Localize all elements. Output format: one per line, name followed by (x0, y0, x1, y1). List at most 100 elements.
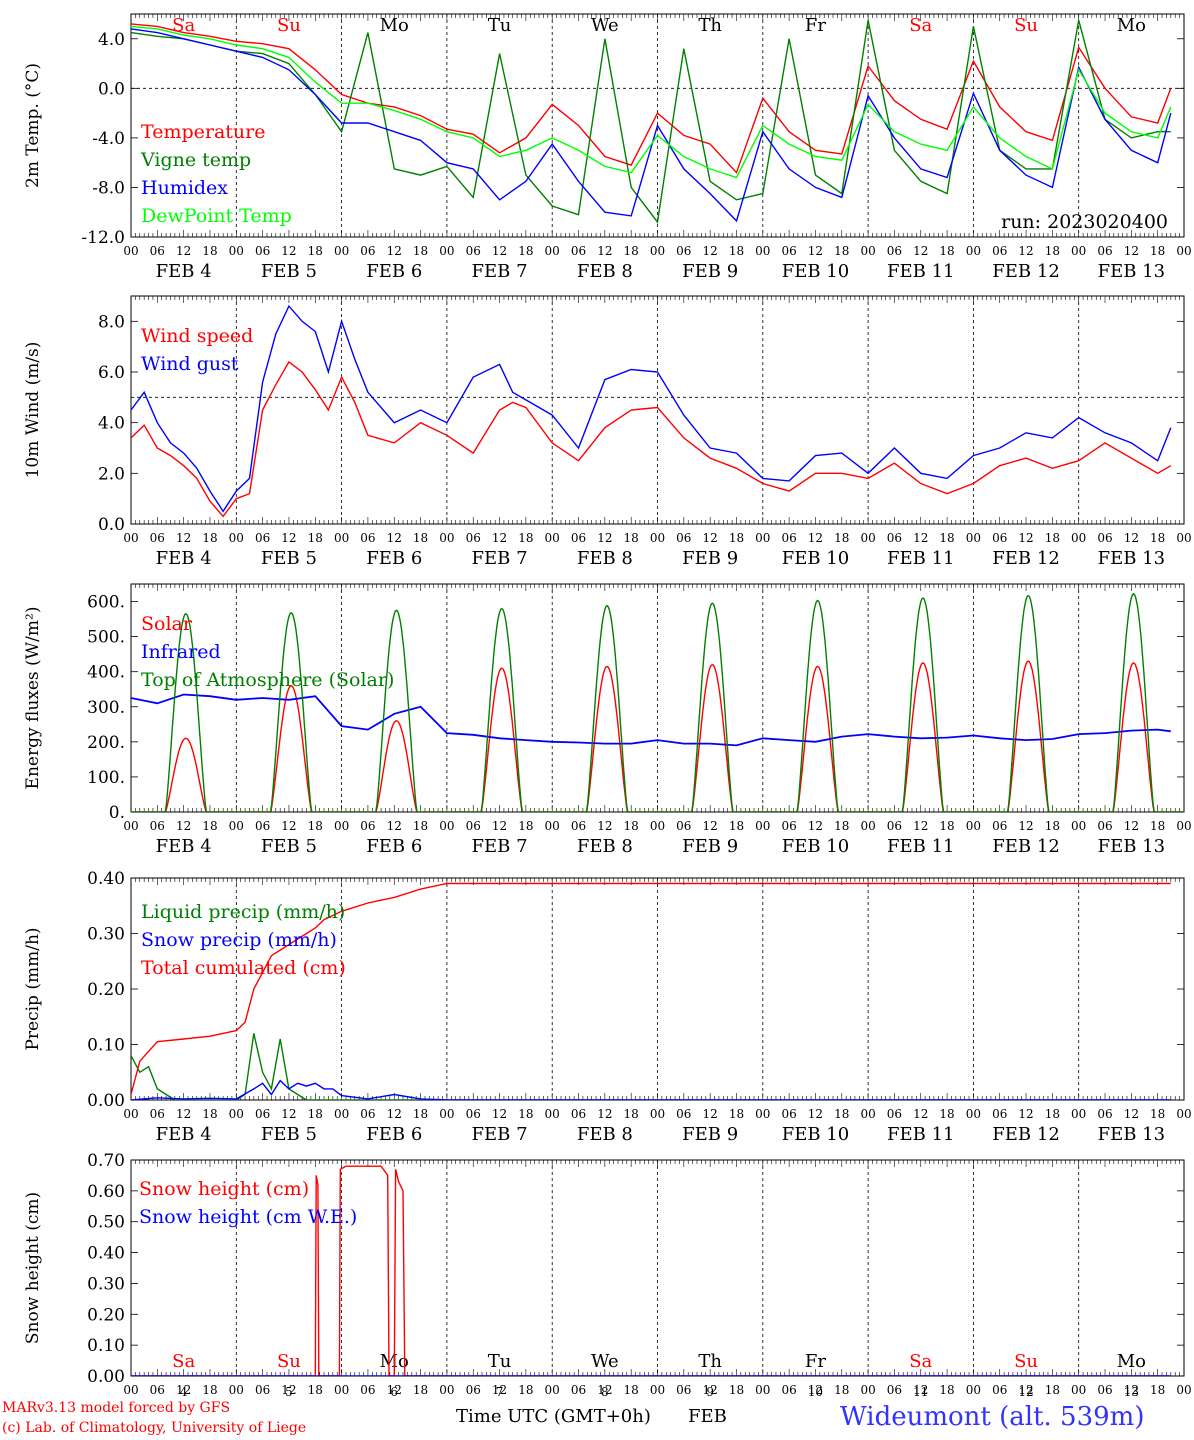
hour-tick-label: 06 (466, 1383, 481, 1397)
day-label: FEB 5 (261, 548, 317, 569)
hour-tick-label: 18 (834, 531, 849, 545)
hour-tick-label: 12 (1124, 1107, 1139, 1121)
hour-tick-label: 00 (439, 1107, 454, 1121)
hour-tick-label: 12 (703, 819, 718, 833)
series-line (131, 23, 1172, 174)
hour-tick-label: 00 (860, 531, 875, 545)
hour-tick-label: 06 (571, 244, 586, 258)
hour-tick-label: 12 (1018, 1107, 1033, 1121)
hour-tick-label: 12 (176, 1107, 191, 1121)
hour-tick-label: 00 (860, 1107, 875, 1121)
hour-tick-label: 12 (913, 244, 928, 258)
hour-tick-label: 18 (834, 819, 849, 833)
y-tick-label: -8.0 (92, 178, 125, 198)
legend-entry: Vigne temp (140, 149, 251, 171)
hour-tick-label: 06 (466, 531, 481, 545)
hour-tick-label: 12 (1124, 819, 1139, 833)
series-line (131, 360, 1172, 518)
hour-tick-label: 12 (492, 1383, 507, 1397)
hour-tick-label: 00 (755, 1107, 770, 1121)
hour-tick-label: 00 (966, 531, 981, 545)
hour-tick-label: 12 (913, 1383, 928, 1397)
hour-tick-label: 12 (1018, 244, 1033, 258)
hour-tick-label: 18 (624, 531, 639, 545)
hour-tick-label: 12 (913, 531, 928, 545)
day-label: FEB 9 (682, 1124, 738, 1145)
hour-tick-label: 06 (571, 1107, 586, 1121)
y-tick-label: -12.0 (81, 228, 125, 248)
day-number-label: 8 (601, 1385, 609, 1399)
hour-tick-label: 18 (413, 244, 428, 258)
hour-tick-label: 06 (150, 819, 165, 833)
weekday-label: Su (1014, 1351, 1038, 1372)
hour-tick-label: 00 (334, 1383, 349, 1397)
hour-tick-label: 00 (334, 1107, 349, 1121)
hour-tick-label: 12 (597, 244, 612, 258)
hour-tick-label: 06 (150, 1107, 165, 1121)
hour-tick-label: 18 (729, 819, 744, 833)
y-axis-label: Precip (mm/h) (23, 927, 43, 1050)
hour-tick-label: 06 (571, 531, 586, 545)
legend-entry: Snow height (cm) (139, 1178, 309, 1200)
hour-tick-label: 12 (808, 1107, 823, 1121)
hour-tick-label: 06 (255, 1383, 270, 1397)
day-label: FEB 13 (1098, 836, 1165, 857)
day-label: FEB 7 (472, 548, 528, 569)
series-line (131, 693, 1171, 747)
legend-entry: Temperature (141, 121, 265, 143)
weekday-label: We (591, 15, 619, 36)
hour-tick-label: 06 (781, 531, 796, 545)
series-line (131, 20, 1171, 224)
hour-tick-label: 12 (387, 1383, 402, 1397)
y-tick-label: 0.00 (87, 1367, 125, 1387)
weekday-label: Sa (909, 1351, 932, 1372)
hour-tick-label: 06 (781, 819, 796, 833)
hour-tick-label: 06 (781, 244, 796, 258)
weekday-label: Th (698, 1351, 722, 1372)
hour-tick-label: 06 (255, 244, 270, 258)
hour-tick-label: 12 (1018, 819, 1033, 833)
hour-tick-label: 00 (650, 531, 665, 545)
hour-tick-label: 18 (834, 1107, 849, 1121)
hour-tick-label: 18 (308, 1107, 323, 1121)
hour-tick-label: 00 (1071, 531, 1086, 545)
hour-tick-label: 12 (387, 244, 402, 258)
hour-tick-label: 12 (176, 819, 191, 833)
hour-tick-label: 18 (1045, 1107, 1060, 1121)
hour-tick-label: 12 (913, 819, 928, 833)
hour-tick-label: 00 (123, 1383, 138, 1397)
hour-tick-label: 00 (966, 244, 981, 258)
y-tick-label: 400. (87, 663, 125, 683)
hour-tick-label: 12 (1018, 531, 1033, 545)
hour-tick-label: 18 (202, 244, 217, 258)
day-label: FEB 12 (992, 548, 1059, 569)
y-axis-label: 2m Temp. (°C) (23, 63, 43, 188)
day-label: FEB 5 (261, 261, 317, 282)
hour-tick-label: 18 (1150, 1107, 1165, 1121)
hour-tick-label: 06 (676, 531, 691, 545)
hour-tick-label: 12 (703, 244, 718, 258)
y-tick-label: 4.0 (98, 30, 125, 50)
hour-tick-label: 06 (255, 531, 270, 545)
hour-tick-label: 06 (466, 819, 481, 833)
hour-tick-label: 12 (281, 531, 296, 545)
station-name: Wideumont (alt. 539m) (840, 1402, 1145, 1432)
y-tick-label: 0.10 (87, 1336, 125, 1356)
hour-tick-label: 18 (624, 819, 639, 833)
hour-tick-label: 00 (123, 819, 138, 833)
hour-tick-label: 18 (729, 531, 744, 545)
hour-tick-label: 06 (992, 1107, 1007, 1121)
y-axis-label: Snow height (cm) (23, 1192, 43, 1344)
hour-tick-label: 18 (1150, 244, 1165, 258)
hour-tick-label: 00 (650, 1383, 665, 1397)
day-label: FEB 11 (887, 548, 954, 569)
hour-tick-label: 00 (860, 819, 875, 833)
hour-tick-label: 12 (703, 531, 718, 545)
hour-tick-label: 12 (597, 1107, 612, 1121)
hour-tick-label: 00 (334, 244, 349, 258)
series-line (131, 1079, 1171, 1100)
hour-tick-label: 18 (939, 1383, 954, 1397)
hour-tick-label: 06 (992, 819, 1007, 833)
hour-tick-label: 00 (966, 1107, 981, 1121)
